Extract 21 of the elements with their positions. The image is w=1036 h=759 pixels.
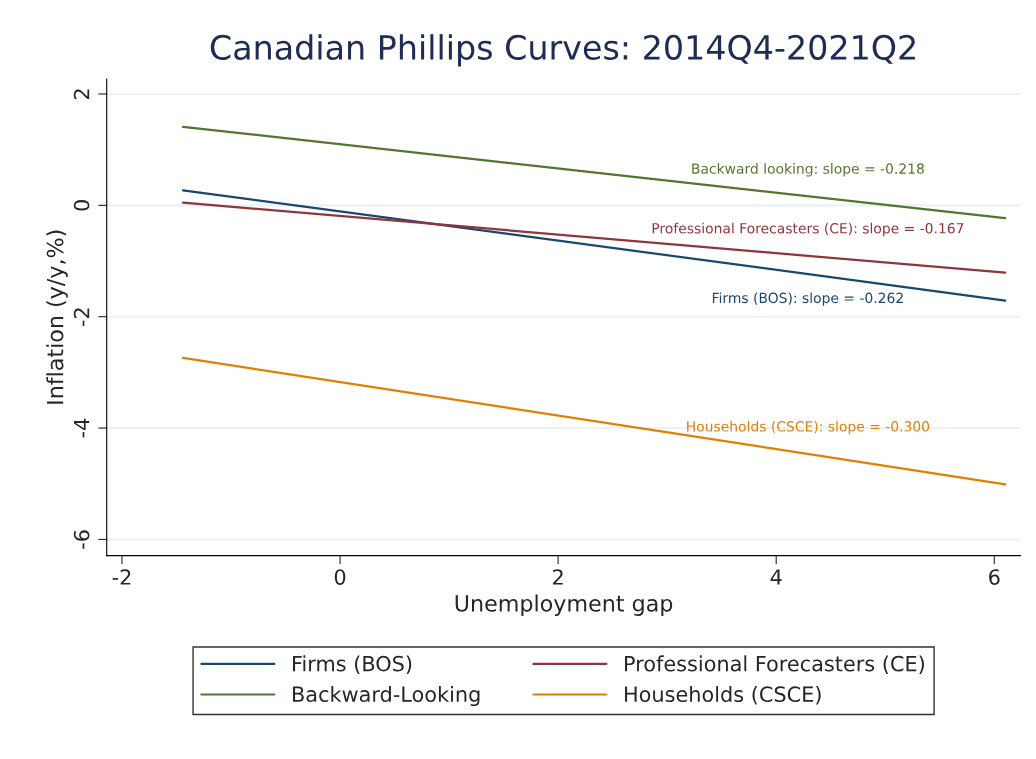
y-tick-label: 2: [73, 89, 90, 100]
x-tick-label: 4: [770, 569, 782, 585]
y-tick-label: 0: [73, 200, 90, 211]
chart-title: Canadian Phillips Curves: 2014Q4-2021Q2: [210, 34, 915, 67]
y-tick-label: -4: [73, 418, 90, 438]
y-tick-label: -2: [73, 308, 90, 327]
legend-label: Professional Forecasters (CE): [625, 655, 924, 674]
legend-label: Households (CSCE): [625, 685, 821, 705]
x-tick-label: 6: [989, 569, 1000, 585]
y-tick-label: -6: [73, 530, 90, 549]
x-axis-title: Unemployment gap: [455, 594, 673, 617]
x-tick-label: 0: [334, 569, 346, 585]
y-axis-title: Inflation (y/y,%): [46, 230, 68, 404]
annotation: Backward looking: slope = -0.218: [692, 163, 924, 177]
legend-label: Backward-Looking: [293, 685, 480, 707]
annotation: Households (CSCE): slope = -0.300: [687, 420, 930, 435]
annotation: Professional Forecasters (CE): slope = -0.167: [652, 222, 964, 237]
annotation: Firms (BOS): slope = -0.262: [712, 292, 903, 306]
x-tick-label: 2: [553, 569, 563, 585]
legend-label: Firms (BOS): [293, 655, 412, 674]
x-tick-label: -2: [112, 569, 131, 585]
